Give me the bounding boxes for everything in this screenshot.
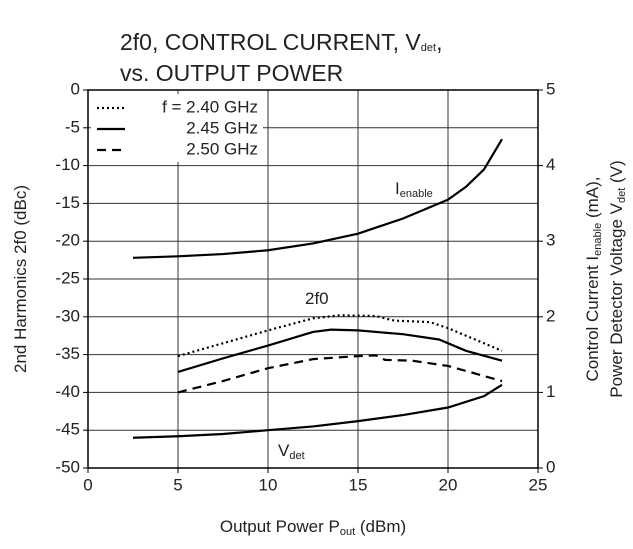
chart-title: vs. OUTPUT POWER	[120, 60, 343, 86]
annotation: Ienable	[395, 179, 433, 199]
y2-axis-label: Power Detector Voltage Vdet (V)	[607, 160, 627, 397]
chart-title-part: vs. OUTPUT POWER	[120, 60, 343, 86]
y2-tick-label: 2	[546, 306, 555, 325]
annotation: 2f0	[305, 289, 329, 308]
chart-title-part: 2f0, CONTROL CURRENT, V	[120, 29, 421, 55]
y-tick-label: -20	[55, 231, 80, 250]
legend-label: 2.50 GHz	[186, 139, 258, 158]
y2-tick-label: 0	[546, 457, 555, 476]
x-tick-label: 15	[349, 475, 368, 494]
x-tick-label: 5	[173, 475, 182, 494]
y-tick-label: -25	[55, 268, 80, 287]
y2-axis-label-part: Control Current I	[583, 256, 602, 382]
series-line	[177, 314, 503, 358]
y2-tick-label: 1	[546, 382, 555, 401]
chart-title: 2f0, CONTROL CURRENT, Vdet,	[120, 29, 442, 55]
chart-title-part: ,	[436, 29, 442, 55]
y2-axis-label-part: Power Detector Voltage V	[607, 202, 626, 397]
legend-label: f = 2.40 GHz	[162, 97, 258, 116]
legend-label: 2.45 GHz	[186, 118, 258, 137]
y-tick-label: -40	[55, 382, 80, 401]
y2-axis-label-part: (V)	[607, 160, 626, 187]
x-tick-label: 25	[529, 475, 548, 494]
plot-frame	[87, 89, 539, 469]
y2-axis-label: Control Current Ienable (mA),	[583, 177, 603, 382]
series-line	[177, 328, 503, 374]
y-tick-label: -50	[55, 457, 80, 476]
y-tick-label: -30	[55, 306, 80, 325]
y-tick-label: 0	[71, 79, 80, 98]
x-tick-label: 20	[439, 475, 458, 494]
x-tick-label: 10	[259, 475, 278, 494]
annotation-part: det	[289, 450, 304, 462]
y-tick-label: -5	[65, 117, 80, 136]
y-tick-label: -35	[55, 344, 80, 363]
series-line	[177, 354, 503, 394]
chart-title-part: det	[421, 42, 436, 54]
y-axis-label: 2nd Harmonics 2f0 (dBc)	[11, 185, 30, 373]
y2-axis-label-part: det	[616, 188, 628, 203]
y2-axis-label-part: (mA),	[583, 177, 602, 223]
y2-tick-label: 4	[546, 155, 555, 174]
annotation-part: 2f0	[305, 289, 329, 308]
annotation: Vdet	[278, 441, 305, 461]
x-axis-label: Output Power Pout (dBm)	[220, 517, 406, 537]
y-tick-label: -15	[55, 193, 80, 212]
series-line	[132, 138, 503, 259]
y2-axis-label-part: enable	[592, 223, 604, 256]
series-line	[132, 383, 503, 439]
annotation-part: I	[395, 179, 400, 198]
y2-tick-label: 3	[546, 231, 555, 250]
x-axis-label-part: Output Power P	[220, 517, 340, 536]
annotation-part: V	[278, 441, 290, 460]
y2-tick-label: 5	[546, 79, 555, 98]
x-axis-label-part: (dBm)	[355, 517, 406, 536]
y-axis-label-part: 2nd Harmonics 2f0 (dBc)	[11, 185, 30, 373]
y-tick-label: -45	[55, 420, 80, 439]
x-axis-label-part: out	[340, 526, 355, 538]
annotation-part: enable	[400, 188, 433, 200]
x-tick-label: 0	[83, 475, 92, 494]
y-tick-label: -10	[55, 155, 80, 174]
